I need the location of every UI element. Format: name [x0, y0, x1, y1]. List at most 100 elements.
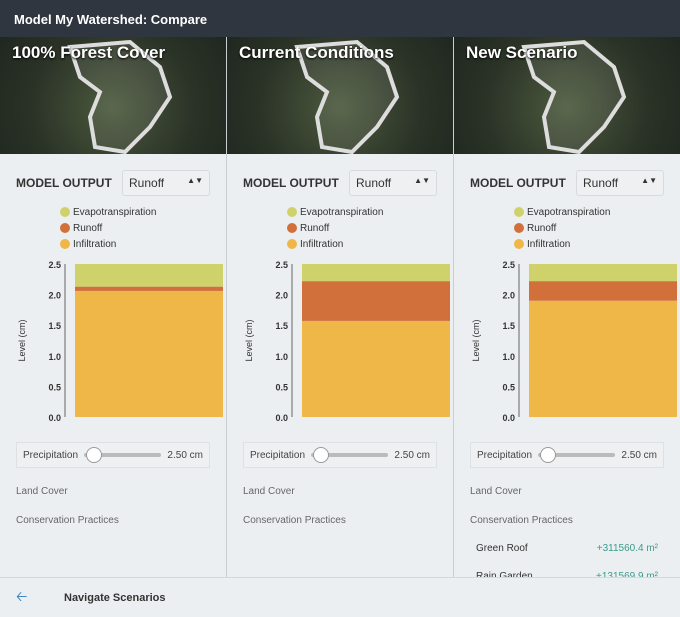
legend-label: Runoff — [300, 222, 330, 234]
precipitation-slider-box: Precipitation 2.50 cm — [243, 442, 437, 468]
y-tick-label: 2.5 — [275, 260, 288, 270]
precipitation-label: Precipitation — [250, 449, 306, 461]
bar-segment-runoff — [529, 281, 677, 301]
legend-item: Evapotranspiration — [514, 204, 680, 220]
legend: Evapotranspiration Runoff Infiltration — [287, 204, 453, 252]
legend-label: Evapotranspiration — [300, 206, 384, 218]
model-output-label: MODEL OUTPUT — [470, 176, 566, 190]
y-tick-label: 1.0 — [275, 352, 288, 362]
legend-label: Infiltration — [527, 238, 571, 250]
legend: Evapotranspiration Runoff Infiltration — [514, 204, 680, 252]
y-tick-label: 2.0 — [275, 291, 288, 301]
legend-label: Evapotranspiration — [527, 206, 611, 218]
precipitation-slider-box: Precipitation 2.50 cm — [16, 442, 210, 468]
navigate-scenarios-button[interactable]: Navigate Scenarios — [64, 591, 166, 604]
model-output-label: MODEL OUTPUT — [243, 176, 339, 190]
bar-segment-infiltration — [302, 320, 450, 417]
scenario-name: New Scenario — [466, 43, 578, 62]
bar-segment-runoff — [75, 286, 223, 291]
practice-value: +311560.4 m² — [596, 543, 658, 554]
y-axis-label: Level (cm) — [244, 319, 254, 361]
precipitation-slider[interactable] — [538, 447, 616, 463]
slider-thumb[interactable] — [540, 447, 557, 463]
conservation-practices-section[interactable]: Conservation Practices — [470, 515, 573, 526]
precipitation-value: 2.50 cm — [167, 449, 203, 461]
precipitation-label: Precipitation — [23, 449, 79, 461]
watershed-outline — [294, 39, 400, 154]
y-tick-label: 1.5 — [275, 321, 288, 331]
conservation-practices-section[interactable]: Conservation Practices — [16, 515, 119, 526]
y-tick-label: 2.5 — [502, 260, 515, 270]
legend-label: Infiltration — [300, 238, 344, 250]
scenario-column: 100% Forest Cover MODEL OUTPUT Runoff ▲▼ … — [0, 37, 227, 577]
bar-segment-runoff — [302, 281, 450, 321]
legend-item: Infiltration — [514, 236, 680, 252]
watershed-outline — [521, 39, 627, 154]
slider-thumb[interactable] — [313, 447, 330, 463]
practice-name: Rain Garden — [476, 571, 533, 582]
legend-dot-icon — [514, 223, 524, 233]
legend-item: Runoff — [60, 220, 226, 236]
legend-dot-icon — [514, 239, 524, 249]
y-tick-label: 2.0 — [48, 291, 61, 301]
practice-row: Rain Garden +131569.9 m² — [454, 571, 680, 582]
practice-row: Green Roof +311560.4 m² — [454, 543, 680, 554]
legend-dot-icon — [287, 223, 297, 233]
scenario-map: New Scenario — [454, 37, 680, 154]
output-select[interactable]: Runoff ▲▼ — [122, 170, 210, 196]
precipitation-label: Precipitation — [477, 449, 533, 461]
legend-label: Runoff — [527, 222, 557, 234]
bar-segment-infiltration — [75, 290, 223, 417]
footer: 🡠 Navigate Scenarios — [0, 577, 680, 617]
output-select[interactable]: Runoff ▲▼ — [576, 170, 664, 196]
y-axis-label: Level (cm) — [17, 319, 27, 361]
window-title: Model My Watershed: Compare — [0, 0, 680, 37]
practice-name: Green Roof — [476, 543, 528, 554]
stacked-bar-chart: 0.0 0.5 1.0 1.5 2.0 2.5 Level (cm) — [17, 260, 223, 423]
back-arrow-icon[interactable]: 🡠 — [16, 587, 28, 604]
slider-thumb[interactable] — [86, 447, 103, 463]
legend-label: Infiltration — [73, 238, 117, 250]
y-tick-label: 0.5 — [502, 382, 515, 392]
scenario-map: 100% Forest Cover — [0, 37, 226, 154]
conservation-practices-section[interactable]: Conservation Practices — [243, 515, 346, 526]
precipitation-value: 2.50 cm — [394, 449, 430, 461]
y-tick-label: 1.0 — [48, 352, 61, 362]
legend-item: Infiltration — [287, 236, 453, 252]
y-tick-label: 1.5 — [48, 321, 61, 331]
watershed-outline — [67, 39, 173, 154]
legend-item: Runoff — [514, 220, 680, 236]
land-cover-section[interactable]: Land Cover — [243, 486, 295, 497]
legend-dot-icon — [60, 207, 70, 217]
bar-segment-evapotranspiration — [529, 264, 677, 282]
scenario-column: New Scenario MODEL OUTPUT Runoff ▲▼ Evapo… — [454, 37, 680, 582]
precipitation-slider[interactable] — [84, 447, 162, 463]
legend-dot-icon — [60, 239, 70, 249]
scenario-column: Current Conditions MODEL OUTPUT Runoff ▲▼… — [227, 37, 454, 577]
y-tick-label: 0.0 — [275, 413, 288, 423]
scenario-name: 100% Forest Cover — [12, 43, 166, 62]
legend-dot-icon — [287, 239, 297, 249]
legend-item: Infiltration — [60, 236, 226, 252]
y-tick-label: 0.0 — [502, 413, 515, 423]
land-cover-section[interactable]: Land Cover — [16, 486, 68, 497]
output-select-value: Runoff — [583, 176, 619, 190]
legend-dot-icon — [60, 223, 70, 233]
land-cover-section[interactable]: Land Cover — [470, 486, 522, 497]
legend-item: Evapotranspiration — [287, 204, 453, 220]
legend-dot-icon — [514, 207, 524, 217]
bar-segment-evapotranspiration — [302, 264, 450, 282]
y-tick-label: 2.5 — [48, 260, 61, 270]
legend-item: Evapotranspiration — [60, 204, 226, 220]
legend-label: Evapotranspiration — [73, 206, 157, 218]
precipitation-slider[interactable] — [311, 447, 389, 463]
output-select[interactable]: Runoff ▲▼ — [349, 170, 437, 196]
select-arrows-icon: ▲▼ — [187, 176, 203, 185]
y-tick-label: 1.5 — [502, 321, 515, 331]
y-tick-label: 0.0 — [48, 413, 61, 423]
bar-segment-infiltration — [529, 300, 677, 417]
y-tick-label: 0.5 — [275, 382, 288, 392]
select-arrows-icon: ▲▼ — [414, 176, 430, 185]
scenario-map: Current Conditions — [227, 37, 453, 154]
y-tick-label: 0.5 — [48, 382, 61, 392]
